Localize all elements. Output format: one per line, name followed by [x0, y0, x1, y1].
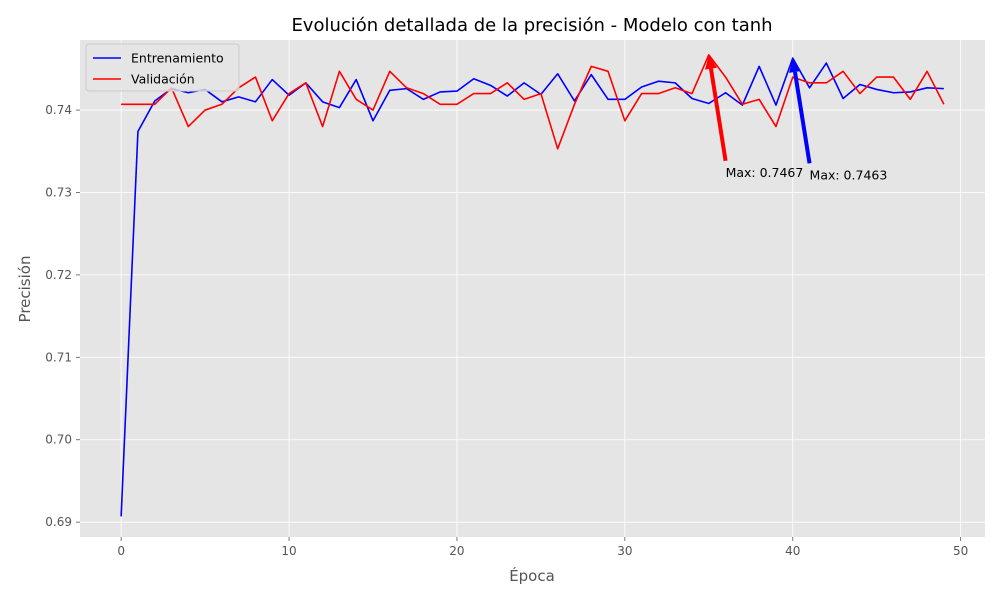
series-layer	[120, 54, 945, 517]
annotation-arrow-validacion	[709, 68, 728, 162]
annotations: Max: 0.7467 Max: 0.7463	[705, 54, 888, 182]
axis-ticks: 0 10 20 30 40 50 0.69 0.70 0.71 0.72 0.73 0.74	[45, 103, 968, 558]
x-tick-label: 0	[117, 544, 125, 558]
plot-area	[80, 40, 985, 537]
y-tick-label: 0.74	[45, 103, 72, 117]
annotation-arrowhead-validacion	[705, 54, 717, 70]
x-tick-label: 40	[785, 544, 800, 558]
x-tick-label: 20	[449, 544, 464, 558]
legend-label-entrenamiento: Entrenamiento	[131, 51, 224, 66]
x-axis-label: Época	[509, 566, 555, 585]
chart-title: Evolución detallada de la precisión - Mo…	[291, 15, 772, 36]
annotation-label-entrenamiento: Max: 0.7463	[810, 167, 888, 182]
grid	[80, 40, 985, 537]
x-tick-label: 30	[617, 544, 632, 558]
annotation-arrowhead-entrenamiento	[789, 58, 801, 73]
legend-box	[85, 43, 240, 92]
x-tick-label: 10	[281, 544, 296, 558]
series-line-entrenamiento	[120, 57, 944, 517]
annotation-label-validacion: Max: 0.7467	[726, 165, 804, 180]
annotation-arrow-entrenamiento	[792, 71, 812, 164]
x-tick-label: 50	[953, 544, 968, 558]
y-tick-label: 0.72	[45, 268, 72, 282]
legend-label-validacion: Validación	[131, 72, 195, 87]
y-tick-label: 0.70	[45, 433, 72, 447]
y-axis-label: Precisión	[16, 256, 34, 323]
y-tick-label: 0.71	[45, 350, 72, 364]
y-tick-label: 0.73	[45, 185, 72, 199]
legend: Entrenamiento Validación	[85, 43, 240, 92]
series-line-validacion	[121, 54, 945, 150]
y-tick-label: 0.69	[45, 515, 72, 529]
